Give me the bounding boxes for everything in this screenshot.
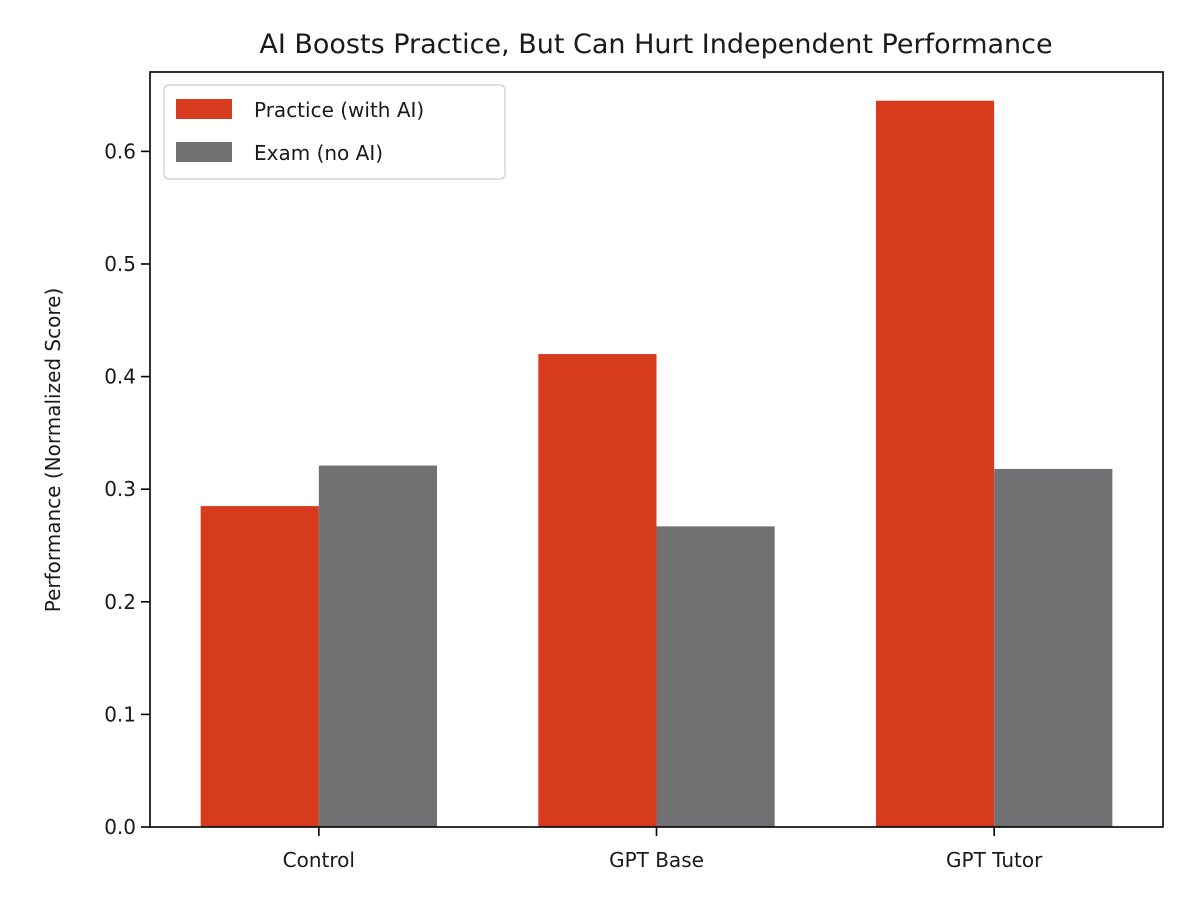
y-tick-label: 0.6 xyxy=(104,139,136,163)
x-tick-label: Control xyxy=(283,848,355,872)
y-tick-label: 0.4 xyxy=(104,365,136,389)
legend-swatch-exam xyxy=(176,142,232,162)
y-axis: 0.0 0.1 0.2 0.3 0.4 0.5 0.6 xyxy=(104,139,150,839)
bar-exam-gpt-base xyxy=(656,526,775,827)
bar-practice-gpt-tutor xyxy=(875,100,995,827)
x-tick-label: GPT Tutor xyxy=(946,848,1043,872)
legend-swatch-practice xyxy=(176,99,232,119)
legend-label-exam: Exam (no AI) xyxy=(254,141,383,165)
legend: Practice (with AI) Exam (no AI) xyxy=(163,84,506,180)
bar-practice-control xyxy=(200,506,319,827)
bars-group xyxy=(200,100,1113,827)
legend-label-practice: Practice (with AI) xyxy=(254,98,424,122)
bar-exam-control xyxy=(318,465,438,827)
x-axis: Control GPT Base GPT Tutor xyxy=(283,827,1043,872)
y-tick-label: 0.3 xyxy=(104,477,136,501)
x-tick-label: GPT Base xyxy=(609,848,704,872)
y-tick-label: 0.0 xyxy=(104,815,136,839)
y-tick-label: 0.2 xyxy=(104,590,136,614)
bar-exam-gpt-tutor xyxy=(994,468,1113,827)
y-axis-label: Performance (Normalized Score) xyxy=(41,288,65,613)
legend-box xyxy=(163,84,506,180)
y-tick-label: 0.1 xyxy=(104,702,136,726)
bar-practice-gpt-base xyxy=(538,354,657,827)
y-tick-label: 0.5 xyxy=(104,252,136,276)
chart-title: AI Boosts Practice, But Can Hurt Indepen… xyxy=(259,29,1052,60)
